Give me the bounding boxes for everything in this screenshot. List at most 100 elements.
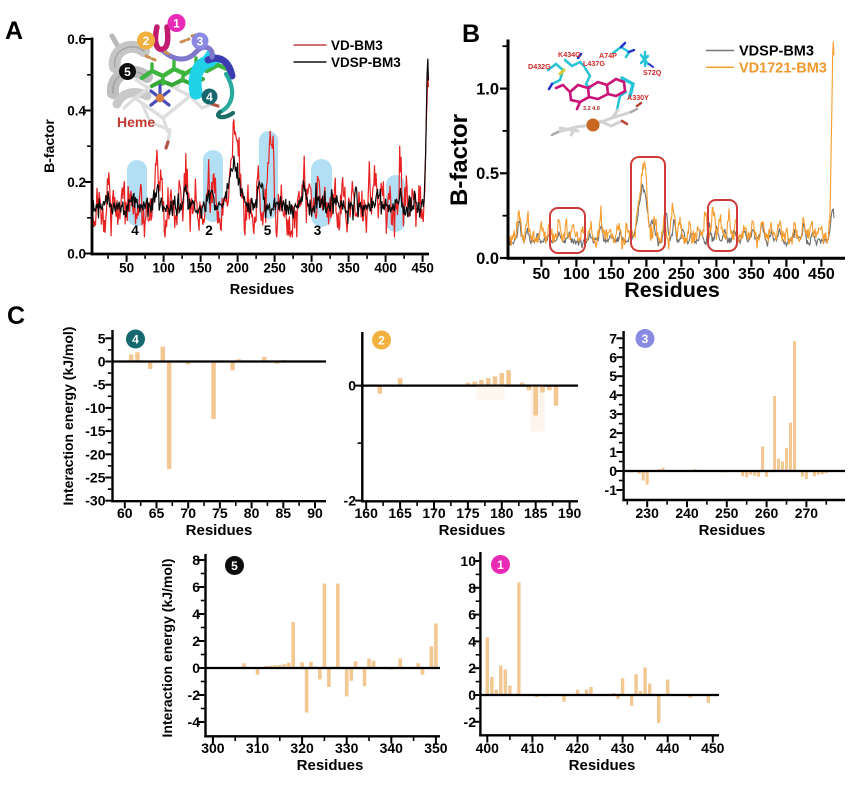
svg-text:VD-BM3: VD-BM3 — [331, 38, 383, 53]
svg-text:450: 450 — [701, 740, 725, 756]
svg-text:240: 240 — [675, 505, 699, 521]
svg-text:-4: -4 — [188, 714, 201, 730]
svg-text:190: 190 — [558, 505, 582, 521]
svg-text:-20: -20 — [85, 446, 105, 462]
svg-text:-30: -30 — [85, 493, 105, 509]
svg-text:100: 100 — [152, 261, 175, 276]
svg-text:5: 5 — [231, 559, 238, 573]
svg-text:0.4: 0.4 — [67, 103, 86, 118]
svg-text:Heme: Heme — [117, 114, 155, 130]
svg-text:-1: -1 — [605, 482, 618, 498]
svg-text:Interaction energy (kJ/mol): Interaction energy (kJ/mol) — [60, 327, 76, 506]
svg-text:0: 0 — [468, 687, 476, 703]
svg-text:430: 430 — [611, 740, 635, 756]
svg-text:90: 90 — [307, 505, 323, 521]
svg-text:Residues: Residues — [297, 757, 364, 774]
svg-text:3: 3 — [197, 34, 204, 48]
svg-text:410: 410 — [521, 740, 545, 756]
svg-text:4: 4 — [468, 633, 476, 649]
svg-text:1: 1 — [497, 558, 504, 572]
svg-text:330: 330 — [335, 740, 359, 756]
svg-text:260: 260 — [755, 505, 779, 521]
svg-text:S72Q: S72Q — [643, 68, 662, 77]
svg-text:180: 180 — [490, 505, 514, 521]
svg-text:B: B — [462, 20, 480, 48]
svg-text:Residues: Residues — [186, 522, 253, 539]
svg-text:B-factor: B-factor — [41, 119, 57, 173]
svg-text:0: 0 — [348, 378, 356, 394]
svg-text:6: 6 — [609, 349, 617, 365]
svg-text:150: 150 — [189, 261, 212, 276]
svg-text:0.0: 0.0 — [476, 250, 499, 268]
svg-text:A74P: A74P — [599, 51, 617, 60]
svg-text:350: 350 — [337, 261, 360, 276]
svg-text:K434G: K434G — [558, 50, 581, 59]
svg-text:7: 7 — [609, 330, 617, 346]
svg-text:1: 1 — [173, 16, 180, 30]
svg-text:6: 6 — [468, 607, 476, 623]
svg-text:C: C — [7, 302, 25, 330]
svg-text:5: 5 — [98, 330, 106, 346]
svg-text:2: 2 — [143, 34, 150, 48]
svg-text:150: 150 — [598, 266, 625, 283]
svg-text:A: A — [5, 17, 23, 45]
svg-text:4: 4 — [132, 332, 139, 346]
svg-text:50: 50 — [533, 266, 551, 283]
svg-text:10: 10 — [460, 553, 476, 569]
svg-text:165: 165 — [388, 505, 412, 521]
svg-text:450: 450 — [411, 261, 434, 276]
svg-text:340: 340 — [380, 740, 404, 756]
svg-text:2: 2 — [468, 660, 476, 676]
svg-text:0: 0 — [192, 660, 200, 676]
svg-text:0: 0 — [98, 354, 106, 370]
svg-text:4: 4 — [206, 90, 213, 104]
svg-text:D432G: D432G — [528, 62, 551, 71]
svg-text:175: 175 — [456, 505, 480, 521]
svg-text:400: 400 — [773, 266, 800, 283]
svg-text:310: 310 — [246, 740, 270, 756]
svg-text:Interaction energy (kJ/mol): Interaction energy (kJ/mol) — [159, 559, 175, 738]
svg-text:-10: -10 — [85, 400, 105, 416]
svg-text:0.5: 0.5 — [476, 165, 499, 183]
svg-text:350: 350 — [738, 266, 765, 283]
svg-text:A330Y: A330Y — [627, 93, 649, 102]
svg-text:160: 160 — [355, 505, 379, 521]
svg-text:2: 2 — [205, 223, 213, 238]
svg-text:2: 2 — [192, 633, 200, 649]
svg-text:300: 300 — [300, 261, 323, 276]
svg-text:440: 440 — [656, 740, 680, 756]
svg-text:VDSP-BM3: VDSP-BM3 — [331, 55, 401, 70]
svg-text:2: 2 — [609, 425, 617, 441]
svg-text:-5: -5 — [93, 377, 106, 393]
svg-text:450: 450 — [808, 266, 835, 283]
svg-text:420: 420 — [566, 740, 590, 756]
svg-text:Residues: Residues — [699, 522, 766, 539]
svg-text:1: 1 — [609, 444, 617, 460]
svg-text:5: 5 — [609, 368, 617, 384]
svg-text:5: 5 — [124, 65, 131, 79]
svg-text:8: 8 — [468, 580, 476, 596]
svg-text:0.0: 0.0 — [67, 246, 86, 261]
svg-text:320: 320 — [290, 740, 314, 756]
svg-text:3: 3 — [642, 332, 649, 346]
svg-text:270: 270 — [795, 505, 819, 521]
svg-text:0: 0 — [609, 463, 617, 479]
svg-text:5: 5 — [264, 223, 272, 238]
svg-text:2: 2 — [378, 333, 385, 347]
svg-text:1.0: 1.0 — [476, 81, 499, 99]
svg-text:3: 3 — [609, 406, 617, 422]
svg-text:4: 4 — [192, 606, 200, 622]
svg-text:60: 60 — [117, 505, 133, 521]
svg-text:L437G: L437G — [583, 59, 605, 68]
svg-text:200: 200 — [633, 266, 660, 283]
svg-text:200: 200 — [226, 261, 249, 276]
svg-text:250: 250 — [668, 266, 695, 283]
svg-text:400: 400 — [476, 740, 500, 756]
svg-text:75: 75 — [212, 505, 228, 521]
svg-text:70: 70 — [180, 505, 196, 521]
svg-text:300: 300 — [201, 740, 225, 756]
svg-text:0.2: 0.2 — [67, 175, 86, 190]
svg-text:4: 4 — [609, 387, 617, 403]
svg-text:300: 300 — [703, 266, 730, 283]
svg-text:100: 100 — [563, 266, 590, 283]
